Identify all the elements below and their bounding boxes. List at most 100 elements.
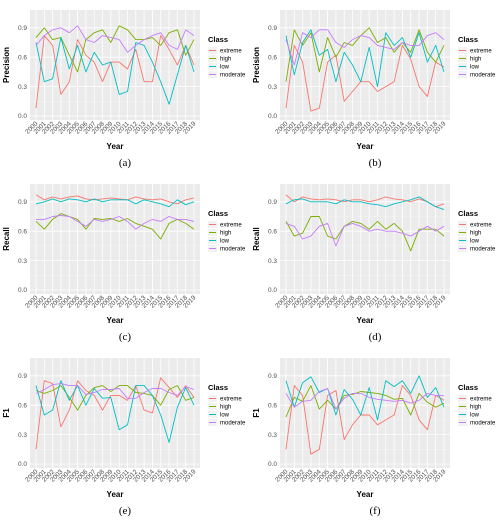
legend-label-extreme: extreme [470,223,492,229]
legend-title: Class [208,35,228,44]
legend-label-low: low [470,239,480,245]
panel-caption: (d) [369,331,382,343]
legend-label-high: high [220,57,231,63]
y-tick-label: 0.0 [18,287,27,294]
series-line-extreme [285,44,445,112]
legend-title: Class [208,209,228,218]
legend-label-moderate: moderate [470,421,496,427]
panel-caption: (b) [369,157,382,169]
chart-panel-0: 0.00.30.60.92000200120022003200420052006… [2,10,246,169]
chart-panel-2: 0.00.30.60.92000200120022003200420052006… [2,184,246,343]
y-tick-label: 0.9 [18,25,27,32]
y-tick-label: 0.6 [268,54,277,61]
legend-label-high: high [220,405,231,411]
legend-label-moderate: moderate [470,247,496,253]
series-line-low [285,196,445,211]
legend-label-extreme: extreme [220,49,242,55]
legend-label-high: high [470,231,481,237]
series-line-extreme [35,194,195,205]
y-tick-label: 0.6 [268,402,277,409]
plot-background [280,184,450,294]
x-axis-title: Year [357,490,374,499]
y-tick-label: 0.0 [268,113,277,120]
legend-label-moderate: moderate [470,73,496,79]
series-line-moderate [35,25,195,53]
x-axis-title: Year [357,142,374,151]
series-line-moderate [285,222,445,247]
chart-panel-3: 0.00.30.60.92000200120022003200420052006… [252,184,496,343]
y-tick-label: 0.3 [268,432,277,439]
x-axis-title: Year [107,490,124,499]
legend-label-extreme: extreme [220,397,242,403]
series-line-high [35,213,195,240]
y-tick-label: 0.9 [268,373,277,380]
legend-label-high: high [470,405,481,411]
y-axis-title: Precision [252,47,261,83]
legend-label-extreme: extreme [220,223,242,229]
y-tick-label: 0.0 [18,113,27,120]
panel-caption: (a) [119,157,132,169]
y-axis-title: Recall [2,227,11,251]
y-tick-label: 0.9 [268,25,277,32]
series-line-low [35,198,195,208]
legend-label-low: low [220,65,230,71]
y-tick-label: 0.3 [18,84,27,91]
plot-background [30,184,200,294]
y-axis-title: Precision [2,47,11,83]
panel-caption: (e) [119,505,132,517]
legend-title: Class [458,209,478,218]
legend-label-high: high [470,57,481,63]
legend-label-extreme: extreme [470,397,492,403]
x-axis-title: Year [107,142,124,151]
series-line-extreme [285,194,445,208]
x-axis-title: Year [357,316,374,325]
y-tick-label: 0.6 [18,402,27,409]
series-line-high [35,25,195,73]
y-tick-label: 0.9 [18,199,27,206]
y-tick-label: 0.3 [268,84,277,91]
legend-title: Class [208,383,228,392]
chart-panel-4: 0.00.30.60.92000200120022003200420052006… [2,358,246,517]
y-tick-label: 0.6 [268,228,277,235]
y-tick-label: 0.3 [268,258,277,265]
series-line-moderate [285,29,445,66]
legend-label-moderate: moderate [220,73,246,79]
series-line-moderate [285,388,444,410]
series-line-extreme [35,377,195,450]
series-line-extreme [35,35,195,109]
legend-label-low: low [220,413,230,419]
series-line-moderate [35,383,195,399]
legend-label-high: high [220,231,231,237]
y-tick-label: 0.6 [18,54,27,61]
legend-title: Class [458,383,478,392]
plot-background [280,358,450,468]
y-tick-label: 0.6 [18,228,27,235]
y-tick-label: 0.0 [268,461,277,468]
legend-label-low: low [470,413,480,419]
y-tick-label: 0.3 [18,432,27,439]
series-line-moderate [36,215,195,230]
legend-label-low: low [470,65,480,71]
y-axis-title: Recall [252,227,261,251]
y-tick-label: 0.3 [18,258,27,265]
series-line-low [285,375,445,421]
series-line-high [285,27,445,82]
legend-label-low: low [220,239,230,245]
panel-caption: (f) [370,505,381,517]
legend-label-extreme: extreme [470,49,492,55]
y-axis-title: F1 [2,408,11,418]
y-tick-label: 0.0 [18,461,27,468]
y-tick-label: 0.9 [268,199,277,206]
panel-caption: (c) [119,331,132,343]
series-line-low [35,37,195,105]
series-line-high [285,385,445,418]
legend-label-moderate: moderate [220,247,246,253]
legend-title: Class [458,35,478,44]
legend-label-moderate: moderate [220,421,246,427]
x-axis-title: Year [107,316,124,325]
y-tick-label: 0.9 [18,373,27,380]
chart-panel-1: 0.00.30.60.92000200120022003200420052006… [252,10,496,169]
y-axis-title: F1 [252,408,261,418]
series-line-low [285,29,445,88]
